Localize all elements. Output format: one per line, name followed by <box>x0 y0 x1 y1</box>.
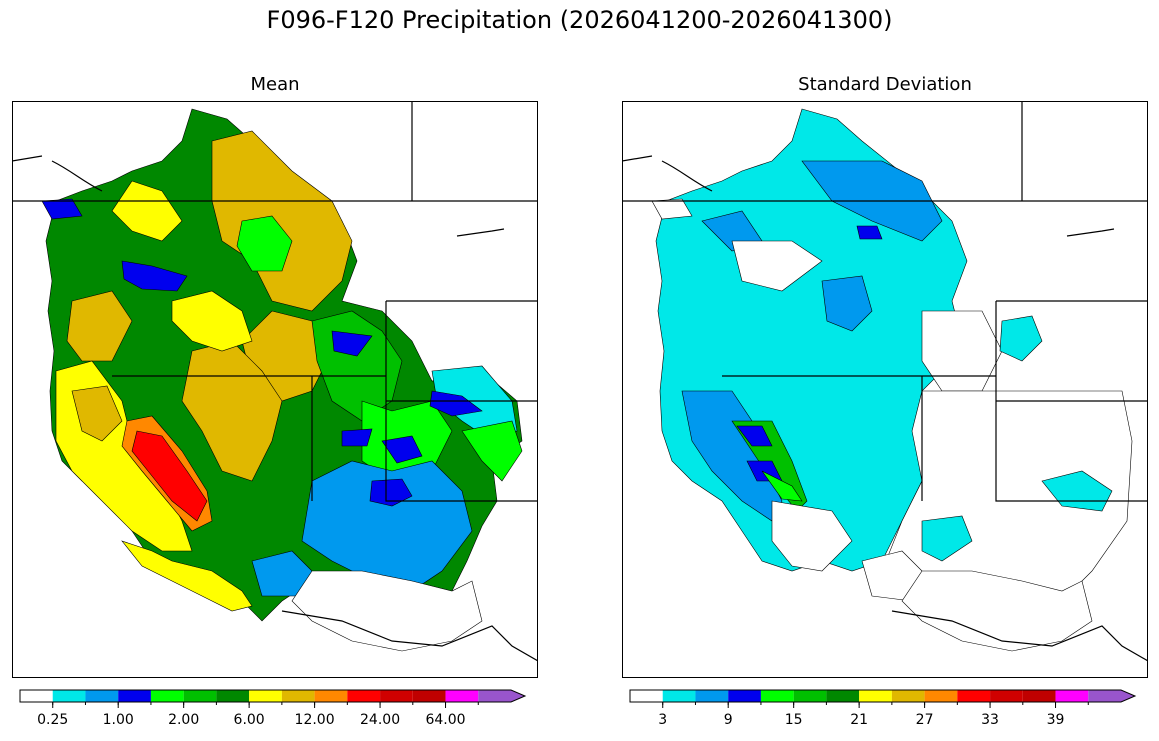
std-colorbar-color-7 <box>859 690 892 702</box>
mean-colorbar-color-14 <box>478 690 525 702</box>
mean-colorbar-tick-label: 12.00 <box>295 712 335 728</box>
std-colorbar-color-13 <box>1055 690 1089 702</box>
std-colorbar-tick-label: 21 <box>850 712 868 728</box>
mean-colorbar-color-6 <box>216 690 250 702</box>
mean-colorbar-tick-label: 6.00 <box>234 712 265 728</box>
std-colorbar-tick-label: 33 <box>981 712 999 728</box>
mean-colorbar-tick-label: 0.25 <box>37 712 68 728</box>
std-colorbar-color-14 <box>1088 690 1135 702</box>
std-colorbar-tick-label: 39 <box>1047 712 1065 728</box>
mean-map <box>12 101 538 678</box>
std-colorbar-color-2 <box>695 690 729 702</box>
std-colorbar-color-11 <box>990 690 1023 702</box>
std-colorbar-color-12 <box>1022 690 1056 702</box>
mean-colorbar-color-10 <box>347 690 381 702</box>
std-colorbar-tick-label: 27 <box>916 712 934 728</box>
std-colorbar-tick-label: 3 <box>658 712 667 728</box>
std-colorbar-color-8 <box>891 690 925 702</box>
figure-title: F096-F120 Precipitation (2026041200-2026… <box>266 6 893 34</box>
std-colorbar-color-1 <box>662 690 696 702</box>
std-colorbar-color-4 <box>760 690 794 702</box>
mean-colorbar-outline <box>19 689 527 703</box>
std-colorbar: 3 9 15 21 27 33 39 <box>628 688 1148 732</box>
mean-colorbar-color-12 <box>412 690 446 702</box>
std-colorbar-color-3 <box>728 690 761 702</box>
std-panel-title: Standard Deviation <box>798 74 972 95</box>
mean-colorbar-tick-label: 2.00 <box>168 712 199 728</box>
mean-colorbar-color-0 <box>20 690 53 702</box>
mean-colorbar-color-7 <box>249 690 282 702</box>
std-colorbar-color-6 <box>826 690 860 702</box>
mean-colorbar: 0.25 1.00 2.00 6.00 12.00 24.00 64.00 <box>18 688 538 732</box>
std-colorbar-outline <box>629 689 1137 703</box>
mean-colorbar-color-3 <box>118 690 151 702</box>
mean-colorbar-color-8 <box>281 690 315 702</box>
mean-colorbar-color-1 <box>52 690 86 702</box>
std-colorbar-tick-label: 9 <box>724 712 733 728</box>
std-colorbar-color-0 <box>630 690 663 702</box>
std-colorbar-color-9 <box>924 690 958 702</box>
std-map <box>622 101 1148 678</box>
std-colorbar-color-5 <box>793 690 827 702</box>
mean-colorbar-tick-label: 64.00 <box>425 712 465 728</box>
mean-colorbar-color-9 <box>314 690 348 702</box>
mean-colorbar-tick-label: 24.00 <box>360 712 400 728</box>
mean-colorbar-tick-label: 1.00 <box>103 712 134 728</box>
mean-colorbar-color-13 <box>445 690 479 702</box>
mean-colorbar-color-11 <box>380 690 413 702</box>
std-colorbar-color-10 <box>957 690 991 702</box>
mean-colorbar-color-2 <box>85 690 119 702</box>
std-colorbar-tick-label: 15 <box>785 712 803 728</box>
mean-panel-title: Mean <box>250 74 300 95</box>
mean-colorbar-color-4 <box>150 690 184 702</box>
mean-colorbar-color-5 <box>183 690 217 702</box>
